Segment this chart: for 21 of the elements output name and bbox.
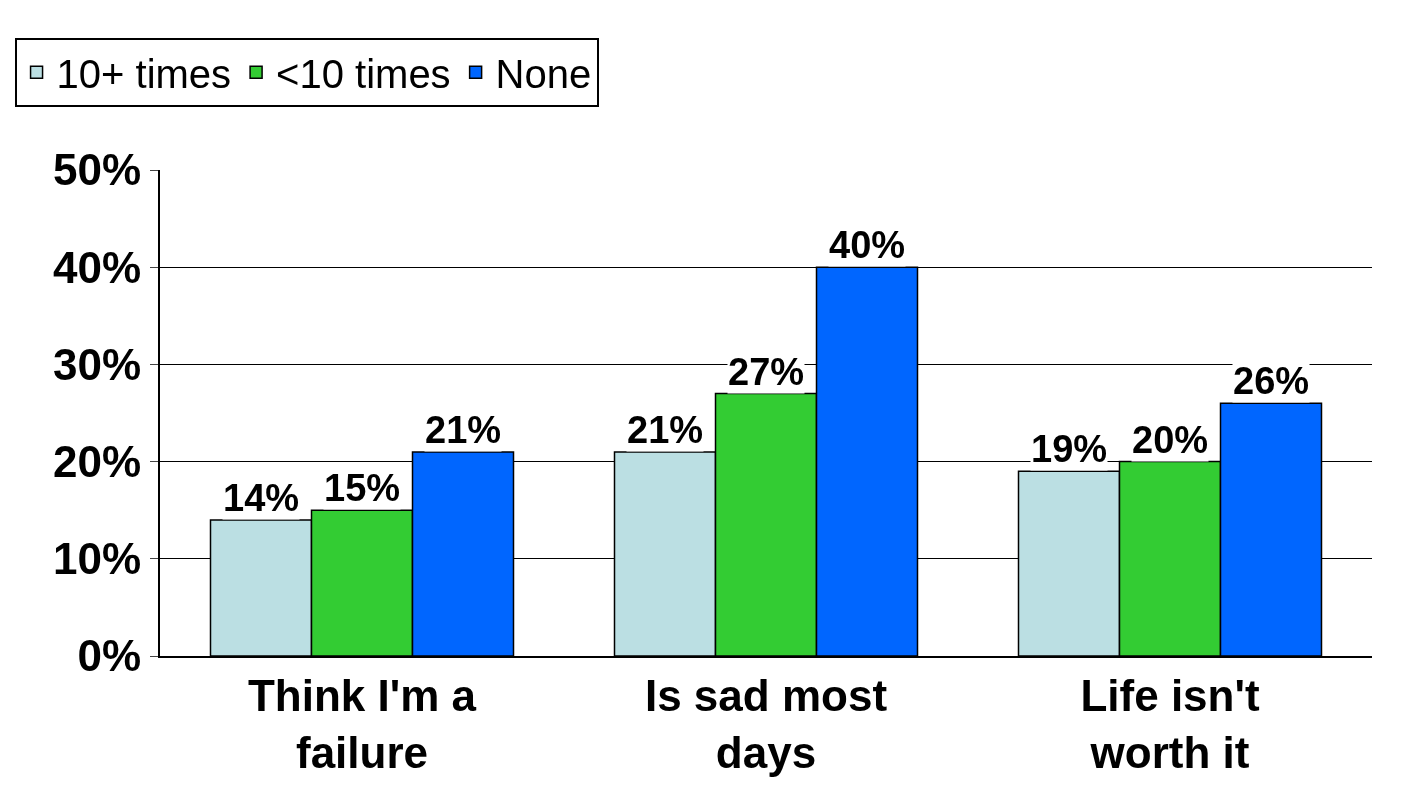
legend-label: 10+ times bbox=[56, 51, 232, 96]
data-label: 20% bbox=[1132, 419, 1209, 461]
y-tick-label: 20% bbox=[53, 437, 142, 486]
data-label: 21% bbox=[627, 409, 704, 451]
data-label: 27% bbox=[728, 351, 805, 393]
y-tick-label: 30% bbox=[53, 339, 142, 389]
x-tick-label: Think I'm a failure bbox=[247, 670, 477, 777]
data-label: 19% bbox=[1031, 428, 1108, 470]
data-label: 26% bbox=[1233, 360, 1310, 402]
x-tick-label: Life isn't worth it bbox=[1080, 670, 1260, 777]
y-tick-label: 50% bbox=[53, 145, 142, 195]
y-tick-label: 40% bbox=[53, 242, 142, 292]
y-tick-label: 10% bbox=[53, 534, 142, 584]
data-label: 15% bbox=[324, 467, 401, 509]
legend-label: None bbox=[495, 51, 592, 96]
x-tick-label: Is sad most days bbox=[644, 670, 888, 777]
legend-label: <10 times bbox=[276, 51, 451, 96]
y-tick-label: 0% bbox=[77, 631, 142, 681]
data-label: 40% bbox=[829, 224, 906, 266]
data-label: 21% bbox=[425, 409, 502, 451]
data-label: 14% bbox=[223, 477, 300, 519]
